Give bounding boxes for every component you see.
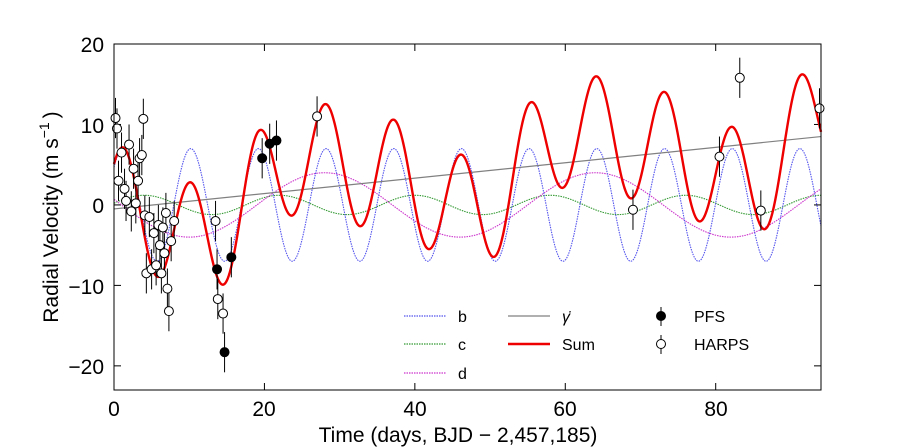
legend-harps-marker [656,339,666,349]
y-tick-labels: 20 10 0 −10 −20 [68,34,104,379]
y-tick-label: 0 [92,195,104,218]
y-axis-label-exponent: −1 [36,122,52,138]
harps-point [144,212,155,222]
harps-point [157,222,168,233]
legend: b c d γ̇ Sum PFS HARPS [404,307,749,383]
x-tick-label: 80 [704,398,727,421]
harps-point [714,151,725,162]
harps-point [148,228,159,239]
y-tick-label: −10 [68,276,104,299]
harps-point [814,103,825,114]
harps-point [163,306,174,317]
harps-point [218,308,229,319]
model-curve-d [113,172,822,238]
harps-point [212,294,223,305]
harps-point [110,113,121,124]
x-tick-label: 20 [252,398,275,421]
harps-point [119,183,130,194]
harps-point [151,260,162,271]
legend-label-b: b [458,309,467,326]
x-axis-label: Time (days, BJD − 2,457,185) [319,424,598,447]
model-curve-c [113,194,822,216]
harps-point [154,240,165,251]
pfs-point [271,135,282,146]
harps-point [210,216,221,227]
harps-point [136,150,147,161]
harps-point [116,147,127,158]
legend-label-c: c [458,337,466,354]
pfs-point [226,252,237,263]
data-points [110,57,825,373]
legend-label-sum: Sum [562,337,595,354]
harps-point [138,113,149,124]
legend-label-d: d [458,366,467,383]
model-trend-line [113,135,822,210]
harps-point [126,206,137,217]
legend-pfs-marker [656,311,666,321]
x-tick-label: 0 [108,398,120,421]
legend-label-harps: HARPS [694,337,749,354]
pfs-point [257,153,268,164]
legend-label-gamma-dot: γ̇ [562,309,571,326]
harps-point [169,216,180,227]
y-tick-label: 20 [81,34,104,57]
harps-point [156,268,167,279]
x-tick-label: 60 [553,398,576,421]
y-axis-label-close: ) [40,111,63,118]
harps-point [162,283,173,294]
harps-point [755,205,766,216]
harps-point [160,207,171,218]
harps-point [130,198,141,209]
harps-point [133,175,144,186]
harps-point [113,175,124,186]
y-tick-label: 10 [81,115,104,138]
harps-point [128,163,139,174]
x-tick-labels: 0 20 40 60 80 [108,398,728,421]
plot-frame [113,43,822,391]
harps-point [312,111,323,122]
harps-point [166,236,177,247]
legend-label-pfs: PFS [694,309,725,326]
y-tick-label: −20 [68,356,104,379]
harps-point [124,139,135,150]
x-tick-label: 40 [403,398,426,421]
harps-point [627,204,638,215]
y-axis-label-main: Radial Velocity (m s [40,138,63,322]
harps-point [159,248,170,259]
pfs-point [212,264,223,275]
harps-point [734,72,745,83]
pfs-point [219,347,230,358]
harps-point [112,123,123,134]
harps-point [121,195,132,206]
y-axis-label: Radial Velocity (m s−1) [36,111,63,322]
